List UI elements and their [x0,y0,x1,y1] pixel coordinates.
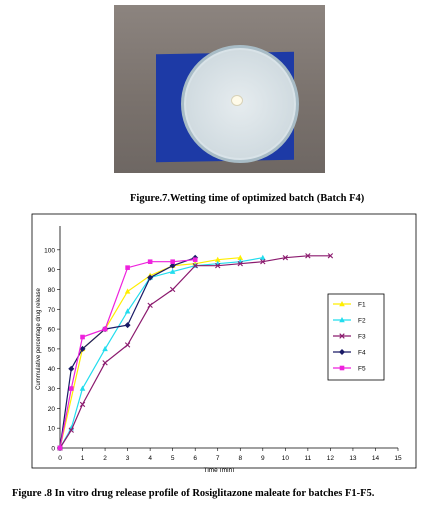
data-point [79,401,86,408]
x-tick-label: 14 [372,455,380,462]
y-tick-label: 30 [48,386,56,393]
legend-label: F3 [358,334,366,341]
tablet [231,95,243,106]
data-point [169,262,176,269]
data-point [102,360,108,366]
data-point [124,342,131,348]
drug-release-chart: 0 1 2 3 4 5 6 7 8 9 10 11 12 13 14 15010203040506070809… [31,213,417,472]
data-point [102,326,108,332]
x-tick-label: 4 [148,455,152,462]
data-point [169,268,176,274]
data-point [214,256,221,262]
data-point [327,253,334,259]
data-point [79,345,86,352]
data-point [339,349,345,355]
x-tick-label: 0 [58,455,62,462]
data-point [339,301,345,307]
y-tick-label: 40 [48,366,56,373]
data-point [339,317,345,323]
y-axis-label: Cummulative percentage drug release [36,287,42,389]
y-tick-label: 70 [48,307,56,314]
y-tick-label: 0 [51,446,55,453]
data-point [147,259,153,265]
y-tick-label: 100 [44,247,55,254]
x-tick-label: 12 [327,455,335,462]
data-point [125,265,130,270]
data-point [339,333,345,339]
legend-label: F2 [358,318,366,325]
data-point [124,322,131,329]
x-tick-label: 2 [103,455,107,462]
data-point [57,445,63,451]
data-point [260,259,266,265]
data-point [68,386,74,391]
data-point [339,365,345,371]
x-tick-label: 1 [81,455,85,462]
x-tick-label: 11 [304,455,311,462]
data-point [215,262,221,269]
figure-7-caption: Figure.7.Wetting time of optimized batch… [130,193,365,204]
wetting-time-photo [114,5,325,173]
data-point [282,255,289,261]
data-point [192,262,198,269]
data-point [68,427,74,433]
data-point [68,365,75,372]
data-point [124,308,131,314]
data-point [124,288,131,294]
data-point [102,345,108,352]
y-tick-label: 50 [48,346,56,353]
data-point [147,302,153,308]
series-line-f4 [59,257,196,449]
x-tick-label: 9 [261,455,265,462]
data-point [169,286,176,293]
y-tick-label: 10 [48,426,56,433]
y-tick-label: 80 [48,287,56,294]
data-point [237,261,243,267]
x-tick-label: 13 [349,455,357,462]
y-tick-label: 60 [48,327,56,334]
series-line-f3 [59,255,331,449]
x-axis-label: Time (min) [204,467,235,472]
data-point [260,254,266,260]
x-tick-label: 8 [238,455,242,462]
legend-box [327,293,385,381]
data-point [192,257,198,263]
legend-label: F4 [358,350,366,357]
data-point [80,334,85,340]
legend-label: F5 [358,366,366,373]
petri-dish [181,45,299,163]
x-tick-label: 6 [193,455,197,462]
figure-8-caption: Figure .8 In vitro drug release profile … [12,488,375,499]
x-tick-label: 7 [216,455,220,462]
data-point [237,254,244,260]
legend-label: F1 [358,302,366,309]
y-tick-label: 90 [48,267,56,274]
data-point [305,253,311,259]
y-tick-label: 20 [48,406,56,413]
x-tick-label: 5 [171,455,175,462]
data-point [170,259,175,265]
x-tick-label: 10 [282,455,290,462]
x-tick-label: 3 [126,455,130,462]
x-tick-label: 15 [394,455,402,462]
series-line-f5 [59,259,196,449]
data-point [79,385,86,391]
data-point [147,274,154,281]
